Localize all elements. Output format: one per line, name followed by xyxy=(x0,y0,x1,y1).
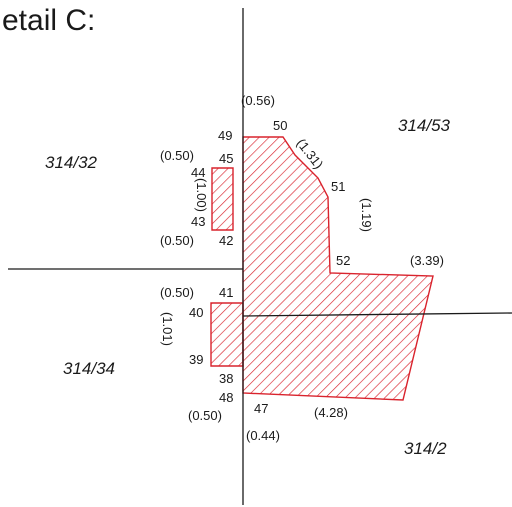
point-label-44: 44 xyxy=(191,165,205,180)
point-label-45: 45 xyxy=(219,151,233,166)
point-label-39: 39 xyxy=(189,352,203,367)
dimension-0-50-bottom: (0.50) xyxy=(188,408,222,423)
dimension-3-39: (3.39) xyxy=(410,253,444,268)
parcel-label-314-2: 314/2 xyxy=(404,439,447,458)
point-label-40: 40 xyxy=(189,305,203,320)
detail-title: etail C: xyxy=(2,4,95,37)
dimension-1-01: (1.01) xyxy=(160,312,175,346)
dimension-0-44: (0.44) xyxy=(246,428,280,443)
point-label-41: 41 xyxy=(219,285,233,300)
point-label-51: 51 xyxy=(331,179,345,194)
parcel-label-314-53: 314/53 xyxy=(398,116,451,135)
point-label-43: 43 xyxy=(191,214,205,229)
horizontal-boundary-right xyxy=(242,312,512,317)
parcel-label-314-32: 314/32 xyxy=(45,153,98,172)
point-label-48: 48 xyxy=(219,390,233,405)
dimension-1-19: (1.19) xyxy=(359,198,374,232)
dimension-0-56: (0.56) xyxy=(241,93,275,108)
hatched-area-main xyxy=(242,136,434,401)
point-label-50: 50 xyxy=(273,118,287,133)
dimension-0-50-lower: (0.50) xyxy=(160,285,194,300)
dimension-0-50-upper: (0.50) xyxy=(160,233,194,248)
point-label-47: 47 xyxy=(254,401,268,416)
point-label-38: 38 xyxy=(219,371,233,386)
point-label-42: 42 xyxy=(219,233,233,248)
dimension-0-50-top: (0.50) xyxy=(160,148,194,163)
parcel-label-314-34: 314/34 xyxy=(63,359,115,378)
dimension-4-28: (4.28) xyxy=(314,405,348,420)
point-label-49: 49 xyxy=(218,128,232,143)
dimension-1-00: (1.00) xyxy=(194,178,209,212)
hatched-strip-lower xyxy=(210,302,244,367)
point-label-52: 52 xyxy=(336,253,350,268)
hatched-strip-upper xyxy=(211,167,234,231)
